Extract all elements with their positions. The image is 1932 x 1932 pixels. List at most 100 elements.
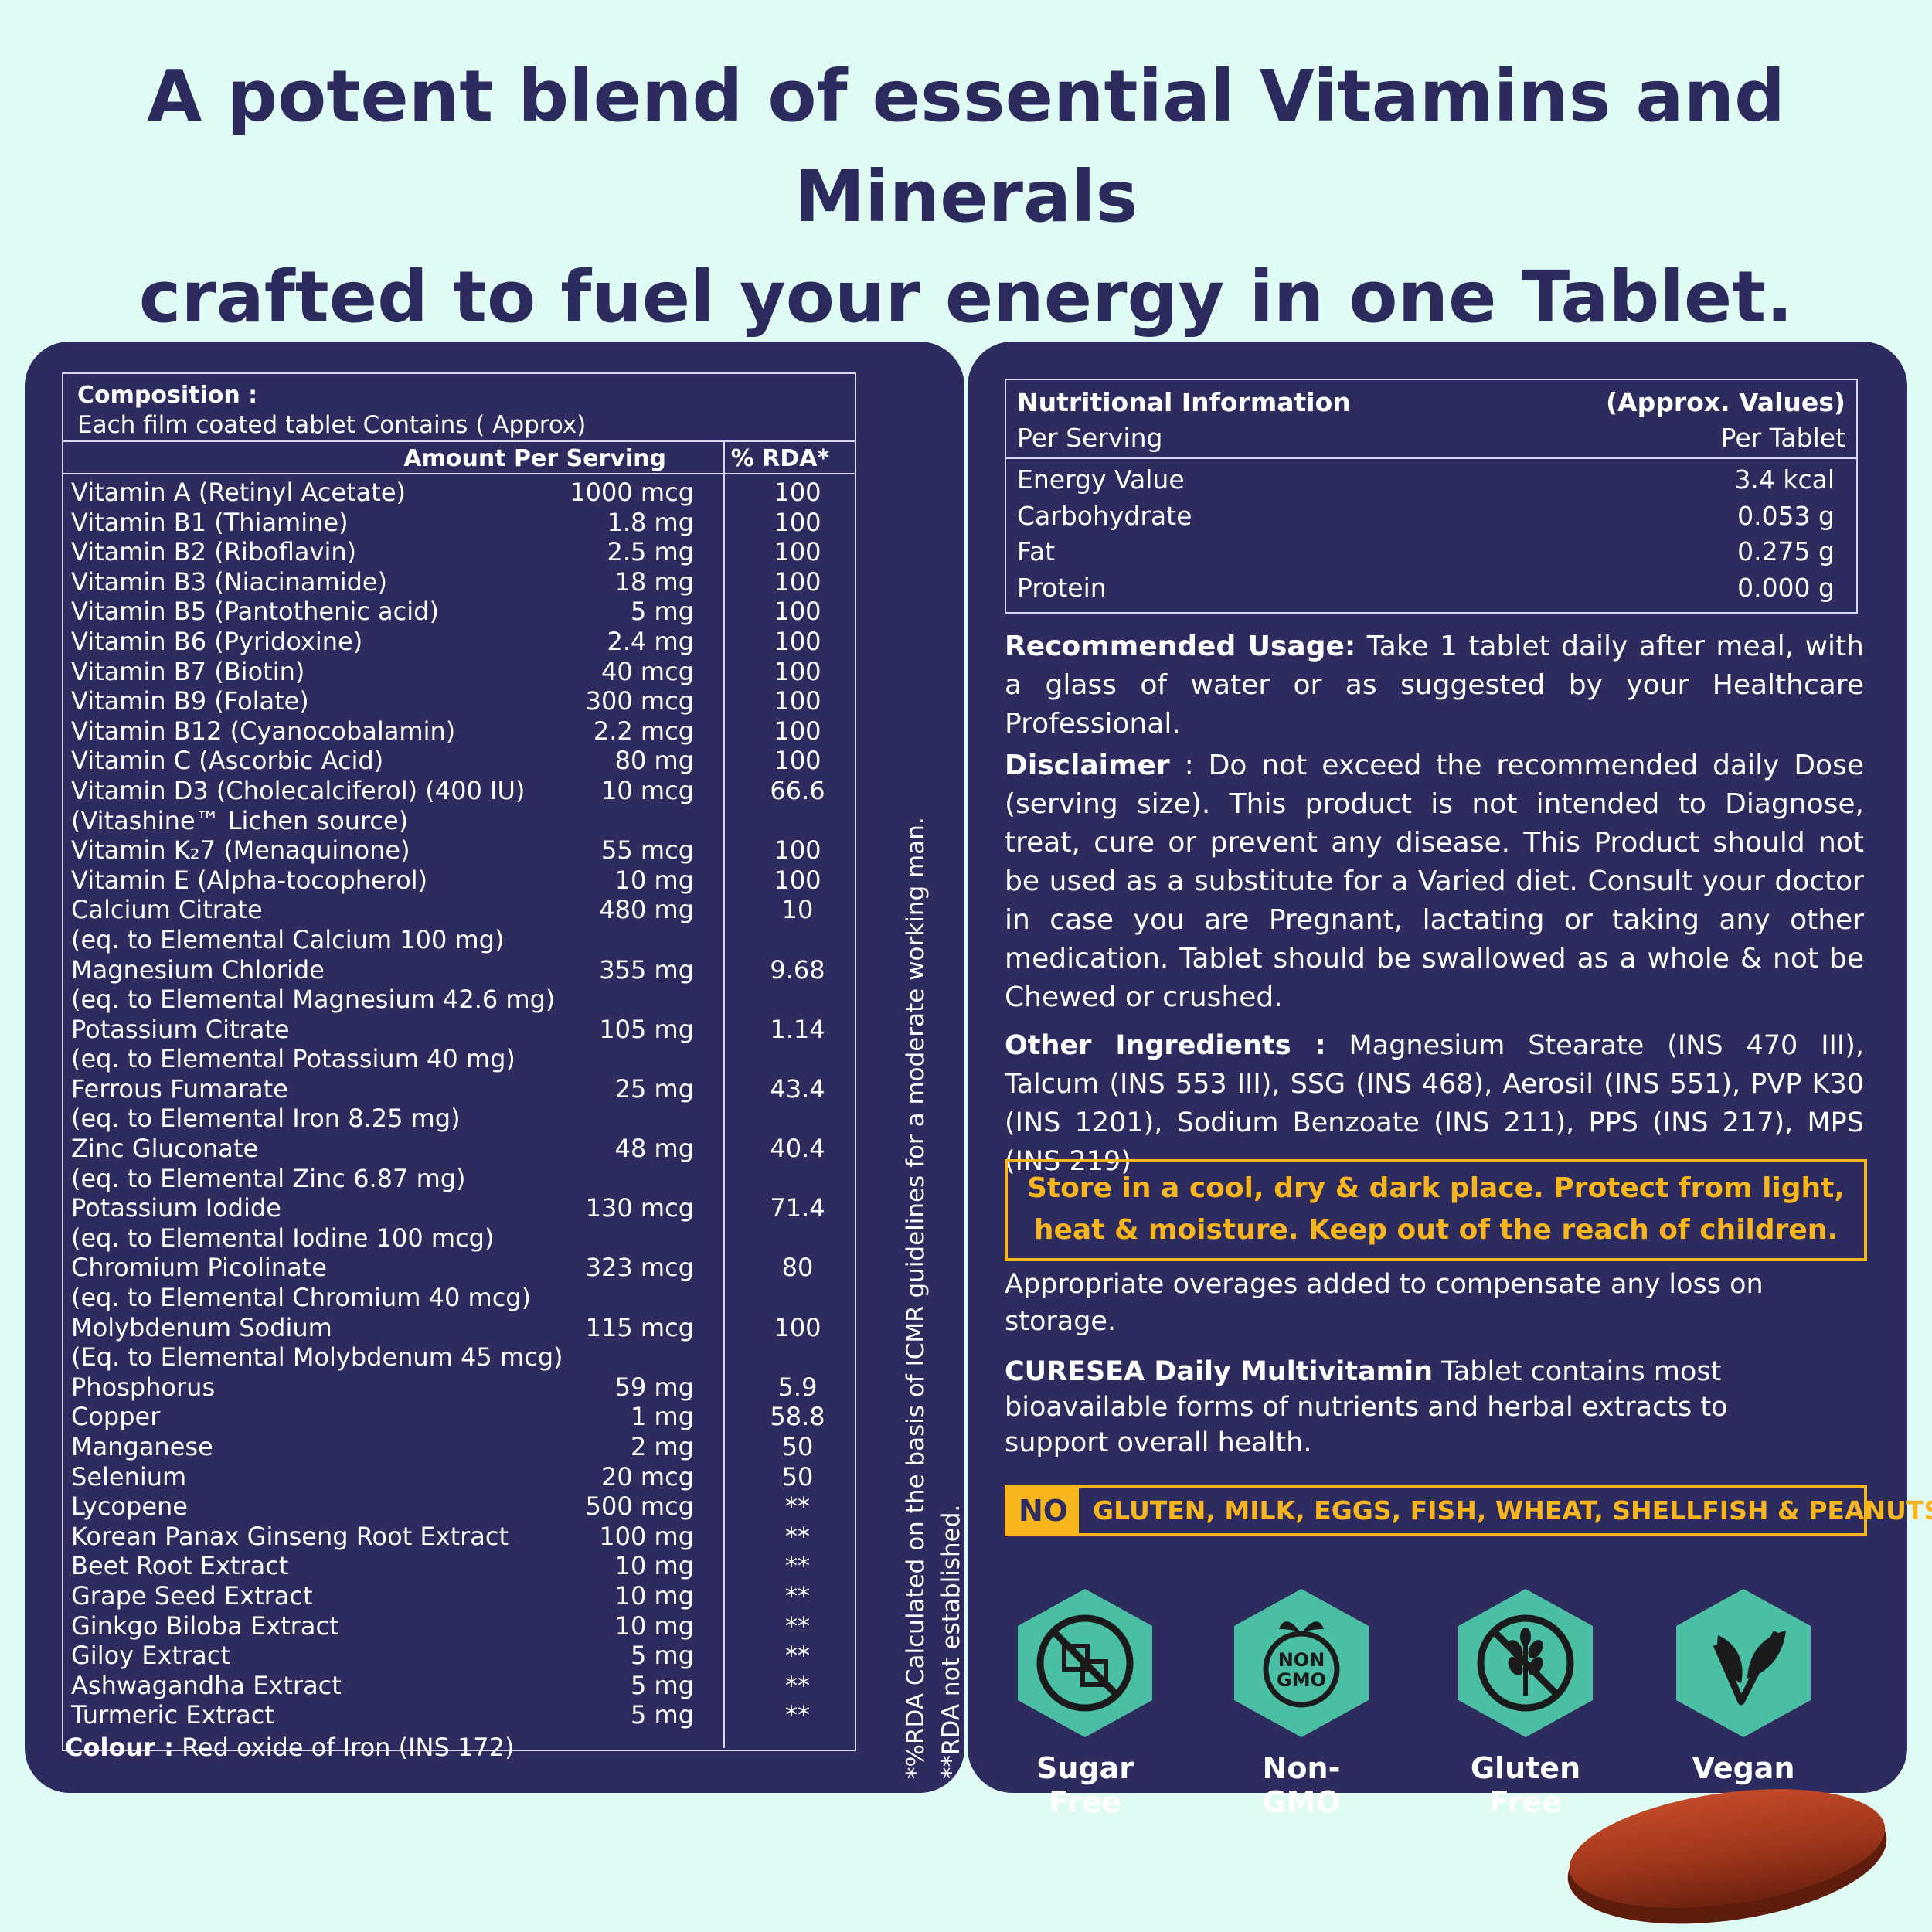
composition-row: Vitamin B6 (Pyridoxine) 2.4 mg 100 bbox=[71, 627, 852, 657]
composition-row: (eq. to Elemental Potassium 40 mg) bbox=[71, 1044, 852, 1074]
composition-row: Selenium 20 mcg 50 bbox=[71, 1462, 852, 1492]
overages-note: Appropriate overages added to compensate… bbox=[1005, 1269, 1764, 1337]
nutrient-rda: 100 bbox=[774, 626, 821, 656]
nutrient-name: (eq. to Elemental Chromium 40 mcg) bbox=[71, 1283, 532, 1313]
nutrient-name: Grape Seed Extract bbox=[71, 1580, 313, 1611]
nutrient-name: Ashwagandha Extract bbox=[71, 1670, 342, 1700]
badge-vegan-label: Vegan bbox=[1692, 1751, 1795, 1785]
composition-row: Vitamin B7 (Biotin) 40 mcg 100 bbox=[71, 657, 852, 687]
badge-gluten-free: Gluten Free bbox=[1448, 1586, 1603, 1819]
composition-row: Calcium Citrate 480 mg 10 bbox=[71, 895, 852, 925]
other-ingredients-label: Other Ingredients : bbox=[1005, 1030, 1326, 1061]
composition-row: Vitamin B2 (Riboflavin) 2.5 mg 100 bbox=[71, 537, 852, 567]
nutrient-amount: 115 mcg bbox=[585, 1312, 694, 1342]
nutrient-amount: 355 mg bbox=[599, 954, 694, 985]
nutrient-name: Vitamin B2 (Riboflavin) bbox=[71, 537, 357, 567]
nutrient-name: Potassium Citrate bbox=[71, 1014, 290, 1044]
nutrient-rda: 50 bbox=[781, 1461, 814, 1492]
storage-box: Store in a cool, dry & dark place. Prote… bbox=[1005, 1159, 1867, 1261]
nutrient-name: Lycopene bbox=[71, 1492, 188, 1522]
composition-row: Vitamin A (Retinyl Acetate) 1000 mcg 100 bbox=[71, 478, 852, 508]
nutrition-value: 3.4 kcal bbox=[1734, 464, 1835, 495]
nutrient-name: (eq. to Elemental Iodine 100 mcg) bbox=[71, 1223, 495, 1253]
nutrient-rda: ** bbox=[785, 1580, 810, 1611]
nutrition-value: 0.275 g bbox=[1737, 536, 1835, 566]
nutrient-amount: 1.8 mg bbox=[607, 507, 694, 537]
nutrition-name: Energy Value bbox=[1017, 464, 1185, 495]
nutrient-name: Vitamin B6 (Pyridoxine) bbox=[71, 626, 363, 656]
nutrition-row: Fat 0.275 g bbox=[1017, 534, 1845, 570]
usage-text: Take 1 tablet daily after meal, with a g… bbox=[1005, 631, 1864, 740]
nutrient-amount: 10 mg bbox=[614, 1580, 694, 1611]
brand-name: CURESEA Daily Multivitamin bbox=[1005, 1356, 1434, 1387]
composition-row: (eq. to Elemental Calcium 100 mg) bbox=[71, 925, 852, 955]
composition-row: Vitamin B3 (Niacinamide) 18 mg 100 bbox=[71, 567, 852, 597]
tablet-image bbox=[1567, 1789, 1887, 1924]
disclaimer-label: Disclaimer bbox=[1005, 750, 1170, 781]
rda-column-header: % RDA* bbox=[730, 445, 830, 472]
nutrient-name: Vitamin D3 (Cholecalciferol) (400 IU) bbox=[71, 775, 526, 805]
nutrition-row: Energy Value 3.4 kcal bbox=[1017, 462, 1845, 498]
composition-row: (Eq. to Elemental Molybdenum 45 mcg) bbox=[71, 1342, 852, 1372]
nutrient-name: (eq. to Elemental Zinc 6.87 mg) bbox=[71, 1163, 466, 1193]
nutrient-rda: ** bbox=[785, 1670, 810, 1700]
nutrient-amount: 5 mg bbox=[630, 1700, 694, 1730]
composition-row: Giloy Extract 5 mg ** bbox=[71, 1641, 852, 1671]
gluten-free-icon bbox=[1458, 1589, 1593, 1737]
nutrient-rda: 1.14 bbox=[770, 1014, 825, 1044]
sugar-free-icon bbox=[1018, 1589, 1152, 1737]
nutrition-value: 0.053 g bbox=[1737, 500, 1835, 531]
rda-footnote-1: *%RDA Calculated on the basis of ICMR gu… bbox=[902, 817, 930, 1779]
nutrient-rda: 43.4 bbox=[770, 1073, 825, 1104]
nutrient-rda: 58.8 bbox=[770, 1402, 825, 1432]
column-headers: Amount Per Serving % RDA* bbox=[63, 442, 855, 474]
nutrient-amount: 5 mg bbox=[630, 1670, 694, 1700]
nutrient-amount: 10 mcg bbox=[601, 775, 694, 805]
composition-rows: Vitamin A (Retinyl Acetate) 1000 mcg 100 Vi… bbox=[71, 478, 852, 1730]
nutrient-name: Vitamin B9 (Folate) bbox=[71, 686, 309, 716]
nutrient-amount: 80 mg bbox=[614, 746, 694, 776]
storage-line-2: heat & moisture. Keep out of the reach o… bbox=[1033, 1214, 1838, 1246]
composition-row: Ashwagandha Extract 5 mg ** bbox=[71, 1671, 852, 1701]
badge-sugar-free: Sugar Free bbox=[1008, 1586, 1162, 1819]
nutrient-amount: 10 mg bbox=[614, 1611, 694, 1641]
nutrient-rda: 100 bbox=[774, 746, 821, 776]
composition-row: (eq. to Elemental Iodine 100 mcg) bbox=[71, 1223, 852, 1253]
rda-footnote-2: **RDA not established. bbox=[937, 1504, 965, 1779]
nutrient-name: (Eq. to Elemental Molybdenum 45 mcg) bbox=[71, 1342, 563, 1372]
nutrient-rda: 100 bbox=[774, 656, 821, 686]
disclaimer-text: : Do not exceed the recommended daily Do… bbox=[1005, 750, 1864, 1013]
nutrient-name: Magnesium Chloride bbox=[71, 954, 325, 985]
composition-row: Molybdenum Sodium 115 mcg 100 bbox=[71, 1313, 852, 1343]
storage-line-1: Store in a cool, dry & dark place. Prote… bbox=[1026, 1172, 1845, 1204]
nutrient-amount: 2.4 mg bbox=[607, 626, 694, 656]
colour-value: Red oxide of Iron (INS 172) bbox=[182, 1733, 515, 1762]
nutrient-rda: 66.6 bbox=[770, 775, 825, 805]
free-from-bar: NO GLUTEN, MILK, EGGS, FISH, WHEAT, SHEL… bbox=[1005, 1485, 1932, 1536]
nutrient-name: Ferrous Fumarate bbox=[71, 1073, 288, 1104]
rda-footnotes: *%RDA Calculated on the basis of ICMR gu… bbox=[898, 817, 969, 1779]
brand-description: CURESEA Daily Multivitamin Tablet contai… bbox=[1005, 1354, 1777, 1461]
composition-table: Composition : Each film coated tablet Co… bbox=[62, 372, 856, 1751]
composition-row: Grape Seed Extract 10 mg ** bbox=[71, 1581, 852, 1611]
nutrient-name: Phosphorus bbox=[71, 1372, 216, 1402]
composition-subtitle: Each film coated tablet Contains ( Appro… bbox=[77, 411, 587, 439]
composition-row: Korean Panax Ginseng Root Extract 100 mg *… bbox=[71, 1522, 852, 1552]
nutrient-name: Copper bbox=[71, 1402, 161, 1432]
nutrient-name: Vitamin B3 (Niacinamide) bbox=[71, 566, 388, 597]
nutrient-amount: 55 mcg bbox=[601, 835, 694, 866]
non-gmo-icon-text-2: GMO bbox=[1277, 1669, 1326, 1691]
nutrient-rda: 40.4 bbox=[770, 1134, 825, 1164]
composition-row: Vitamin D3 (Cholecalciferol) (400 IU) 10 … bbox=[71, 776, 852, 806]
nutrient-amount: 500 mcg bbox=[585, 1492, 694, 1522]
headline: A potent blend of essential Vitamins and… bbox=[0, 46, 1932, 348]
info-panel: Nutritional Information (Approx. Values)… bbox=[968, 342, 1932, 1819]
nutrient-rda: 5.9 bbox=[777, 1372, 818, 1402]
nutrient-name: Potassium Iodide bbox=[71, 1193, 281, 1223]
nutrient-rda: 50 bbox=[781, 1432, 814, 1461]
free-from-list: GLUTEN, MILK, EGGS, FISH, WHEAT, SHELLFI… bbox=[1093, 1495, 1932, 1526]
nutrient-name: Vitamin A (Retinyl Acetate) bbox=[71, 478, 406, 507]
nutrient-name: (eq. to Elemental Magnesium 42.6 mg) bbox=[71, 985, 556, 1015]
nutrient-amount: 25 mg bbox=[614, 1073, 694, 1104]
nutrient-name: (eq. to Elemental Iron 8.25 mg) bbox=[71, 1104, 461, 1134]
